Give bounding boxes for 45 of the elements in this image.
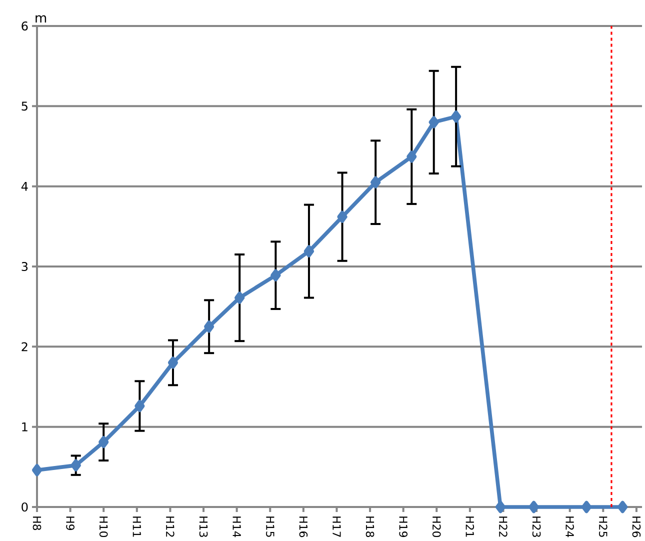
- point: [270, 269, 281, 282]
- x-tick-label: H25: [598, 516, 608, 537]
- x-tick-label: H9: [66, 516, 74, 530]
- x-tick-label: H13: [199, 516, 208, 537]
- point: [428, 116, 439, 128]
- point: [98, 436, 109, 448]
- point: [406, 150, 417, 163]
- y-tick-label: 2: [22, 342, 28, 352]
- x-tick-label: H23: [532, 516, 541, 537]
- y-tick-label: 3: [22, 262, 28, 272]
- point: [134, 400, 145, 412]
- x-tick-label: H22: [499, 516, 508, 537]
- point: [528, 500, 539, 514]
- x-tick-label: H11: [132, 516, 141, 537]
- y-tick-label: 5: [22, 102, 28, 111]
- point: [304, 245, 314, 258]
- x-tick-label: H19: [399, 516, 408, 538]
- point: [451, 110, 462, 123]
- point: [337, 210, 348, 223]
- point: [370, 176, 381, 188]
- x-tick-label: H18: [366, 516, 374, 538]
- point: [32, 464, 42, 476]
- y-tick-label: 1: [22, 422, 28, 432]
- x-tick-label: H21: [466, 516, 474, 537]
- point: [204, 320, 214, 333]
- y-tick-label: 4: [21, 182, 28, 191]
- x-tick-label: H26: [632, 516, 641, 538]
- x-tick-label: H10: [99, 516, 108, 538]
- y-axis-title: m: [36, 15, 46, 22]
- x-tick-label: H14: [232, 516, 241, 538]
- x-tick-label: H15: [266, 516, 274, 537]
- point: [234, 292, 245, 304]
- x-tick-label: H17: [332, 516, 341, 537]
- x-tick-label: H20: [432, 516, 441, 538]
- point: [168, 356, 178, 369]
- y-tick-label: 0: [22, 502, 28, 512]
- x-tick-label: H24: [566, 516, 574, 538]
- point: [618, 500, 628, 514]
- x-tick-label: H8: [32, 516, 42, 530]
- point: [70, 459, 81, 472]
- x-tick-label: H16: [299, 516, 308, 538]
- point: [495, 500, 506, 514]
- point: [581, 500, 592, 514]
- x-tick-label: H12: [166, 516, 174, 537]
- y-tick-label: 6: [22, 21, 28, 31]
